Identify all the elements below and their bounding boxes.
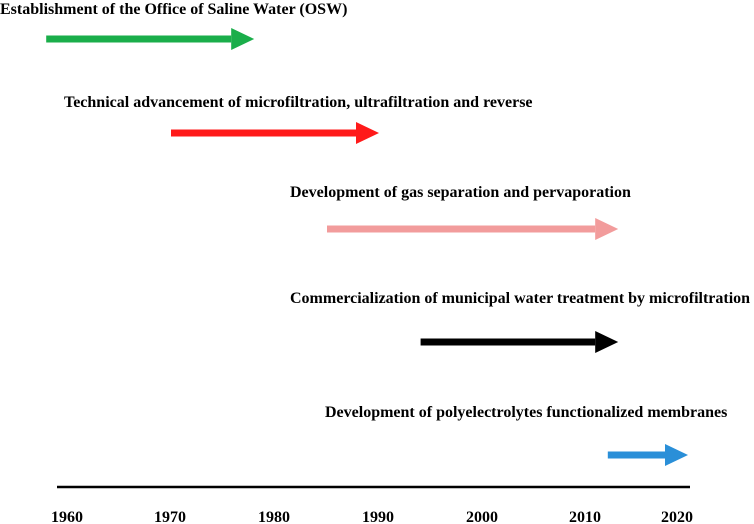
arrow-head (356, 122, 379, 144)
event-label-5: Development of polyelectrolytes function… (325, 404, 727, 421)
event-arrow-1 (46, 28, 255, 50)
arrow-head (595, 331, 619, 353)
event-4: Commercialization of municipal water tre… (290, 290, 750, 353)
tick-label-2000: 2000 (466, 509, 498, 524)
arrow-shaft (607, 451, 665, 459)
arrow-shaft (420, 338, 596, 346)
event-label-1: Establishment of the Office of Saline Wa… (0, 1, 347, 18)
timeline-ticks: 1960 1970 1980 1990 2000 2010 2020 (51, 509, 693, 524)
event-5: Development of polyelectrolytes function… (325, 404, 727, 466)
tick-label-2020: 2020 (661, 509, 693, 524)
tick-label-1990: 1990 (362, 509, 394, 524)
arrow-shaft (327, 225, 596, 233)
arrow-head (231, 28, 255, 50)
event-label-3: Development of gas separation and pervap… (290, 184, 631, 201)
event-1: Establishment of the Office of Saline Wa… (0, 1, 347, 50)
event-label-2: Technical advancement of microfiltration… (64, 94, 533, 111)
event-arrow-3 (327, 218, 619, 240)
event-arrow-2 (171, 122, 379, 144)
tick-label-1970: 1970 (154, 509, 186, 524)
arrow-shaft (46, 35, 232, 43)
tick-label-2010: 2010 (569, 509, 601, 524)
event-3: Development of gas separation and pervap… (290, 184, 631, 240)
tick-label-1960: 1960 (51, 509, 83, 524)
event-arrow-4 (420, 331, 619, 353)
arrow-shaft (171, 129, 356, 137)
tick-label-1980: 1980 (258, 509, 290, 524)
event-label-4: Commercialization of municipal water tre… (290, 290, 750, 307)
event-2: Technical advancement of microfiltration… (64, 94, 533, 144)
arrow-head (595, 218, 619, 240)
arrow-head (665, 444, 688, 466)
event-arrow-5 (607, 444, 688, 466)
